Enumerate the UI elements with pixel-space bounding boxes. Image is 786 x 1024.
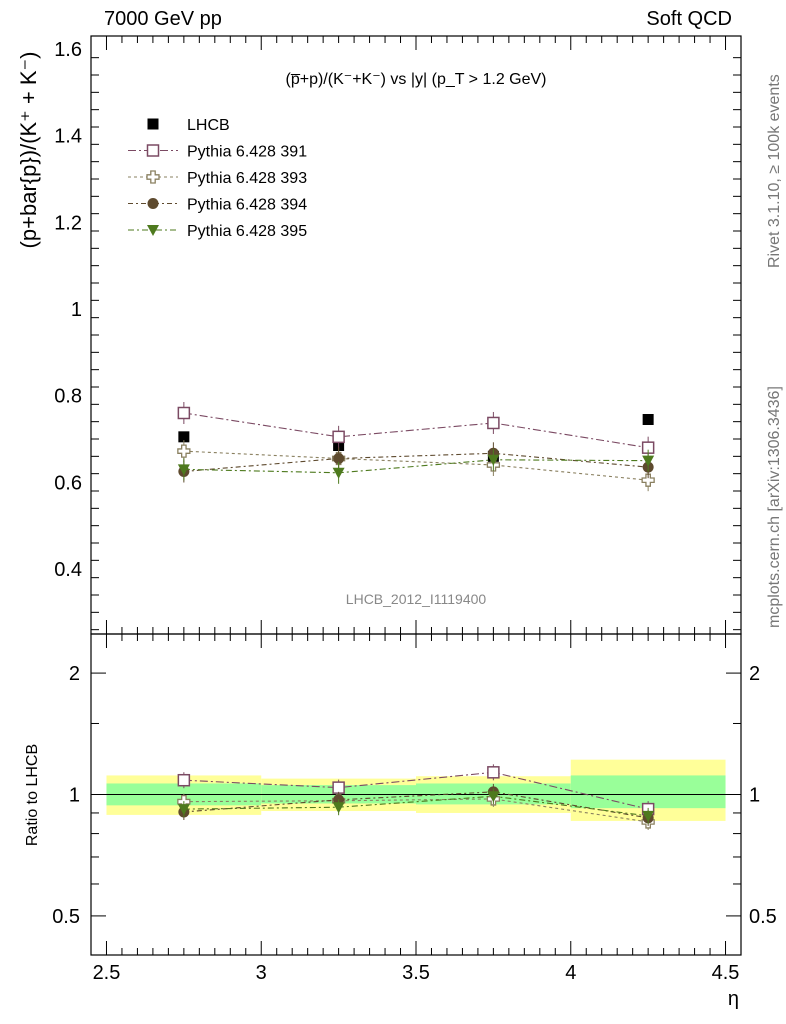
legend-label-2: Pythia 6.428 393 bbox=[187, 170, 307, 187]
main-series-2-point bbox=[641, 473, 655, 487]
ratio-series-3-point bbox=[487, 791, 500, 803]
legend-label-3: Pythia 6.428 394 bbox=[187, 197, 307, 214]
main-series-4-line bbox=[183, 459, 649, 474]
ratio-y-axis-label: Ratio to LHCB bbox=[24, 744, 41, 846]
main-y-tick-label: 1.6 bbox=[54, 39, 82, 61]
main-y-tick-label: 0.8 bbox=[54, 386, 82, 408]
legend-marker-0 bbox=[147, 118, 159, 130]
main-series-4-point bbox=[177, 464, 190, 476]
main-y-tick-label: 1 bbox=[71, 299, 82, 321]
ratio-series-3-point bbox=[177, 804, 190, 816]
ratio-series-0-point bbox=[487, 766, 500, 779]
main-series-4-point bbox=[487, 454, 500, 466]
legend-marker-1 bbox=[146, 144, 160, 157]
ratio-series-3-point bbox=[642, 810, 655, 822]
main-series-1-point bbox=[487, 416, 500, 430]
main-series-0-point bbox=[642, 414, 654, 425]
main-series-3-point bbox=[333, 453, 345, 464]
ratio-y-tick-label-left: 2 bbox=[69, 663, 80, 685]
ratio-y-tick-label-right: 1 bbox=[749, 785, 760, 807]
ratio-y-tick-label-left: 1 bbox=[69, 785, 80, 807]
main-y-tick-label: 1.2 bbox=[54, 212, 82, 234]
ratio-series-3-line bbox=[183, 795, 649, 817]
x-tick-label: 3.5 bbox=[402, 962, 430, 984]
ratio-y-tick-label-left: 0.5 bbox=[52, 906, 80, 928]
x-tick-label: 3 bbox=[256, 962, 267, 984]
main-series-2-point bbox=[177, 444, 191, 458]
legend-marker-4 bbox=[147, 225, 159, 236]
ratio-y-tick-label-right: 0.5 bbox=[749, 906, 777, 928]
main-series-1-line bbox=[183, 412, 649, 449]
x-axis-label: η bbox=[728, 988, 739, 1010]
main-y-tick-label: 1.4 bbox=[54, 126, 82, 148]
header-left-label: 7000 GeV pp bbox=[104, 8, 222, 30]
ratio-series-0-point bbox=[177, 773, 191, 787]
main-y-axis-label: (p+bar{p})/(K⁺ + K⁻) bbox=[16, 52, 41, 249]
main-y-tick-label: 0.6 bbox=[54, 472, 82, 494]
main-series-1-point bbox=[332, 430, 345, 444]
header-right-label: Soft QCD bbox=[646, 8, 732, 30]
legend-label-1: Pythia 6.428 391 bbox=[187, 144, 307, 161]
main-y-tick-label: 0.4 bbox=[54, 559, 82, 581]
legend-marker-3 bbox=[147, 198, 159, 209]
ratio-series-0-line bbox=[183, 771, 649, 810]
main-series-1-point bbox=[177, 406, 191, 420]
main-plot-title: (p̅+p)/(K⁻+K⁻) vs |y| (p_T > 1.2 GeV) bbox=[286, 71, 547, 88]
main-series-4-point bbox=[332, 467, 345, 479]
x-tick-label: 2.5 bbox=[93, 962, 121, 984]
legend-label-4: Pythia 6.428 395 bbox=[187, 223, 307, 240]
ratio-y-tick-label-right: 2 bbox=[749, 663, 760, 685]
legend-marker-2 bbox=[146, 170, 160, 184]
x-tick-label: 4 bbox=[565, 962, 576, 984]
legend-label-0: LHCB bbox=[187, 117, 230, 134]
analysis-label: LHCB_2012_I1119400 bbox=[346, 591, 487, 607]
ratio-series-3-point bbox=[332, 802, 345, 814]
main-series-0-point bbox=[178, 431, 190, 443]
main-series-3-line bbox=[183, 452, 649, 473]
ratio-series-0-point bbox=[332, 781, 345, 794]
main-series-4-point bbox=[642, 455, 655, 467]
x-tick-label: 4.5 bbox=[712, 962, 740, 984]
